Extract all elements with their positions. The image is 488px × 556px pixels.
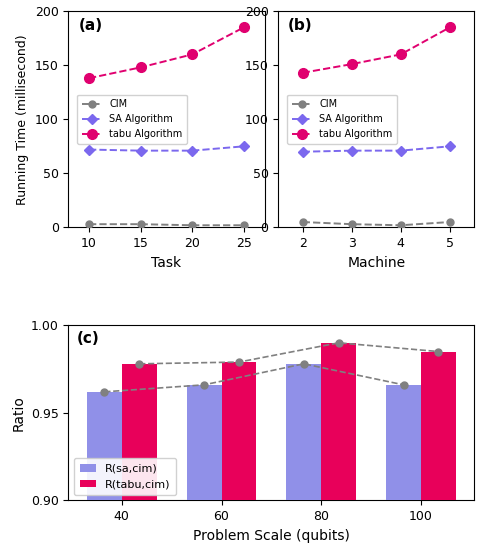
Line: SA Algorithm: SA Algorithm [299, 143, 452, 155]
tabu Algorithm [397, 51, 403, 58]
CIM [299, 219, 305, 225]
CIM [241, 222, 246, 229]
CIM [86, 221, 92, 227]
Text: (b): (b) [287, 18, 312, 33]
Bar [386, 385, 420, 500]
CIM [348, 221, 354, 227]
tabu Algorithm [86, 75, 92, 82]
X-axis label: Task: Task [151, 256, 181, 270]
SA Algorithm [138, 147, 143, 154]
Y-axis label: Ratio: Ratio [11, 395, 25, 431]
Bar [420, 351, 455, 500]
CIM [446, 219, 452, 225]
SA Algorithm [348, 147, 354, 154]
SA Algorithm [86, 146, 92, 153]
Bar [186, 385, 221, 500]
CIM [397, 222, 403, 229]
X-axis label: Problem Scale (qubits): Problem Scale (qubits) [193, 529, 349, 543]
X-axis label: Machine: Machine [346, 256, 405, 270]
Bar [221, 362, 256, 500]
Line: tabu Algorithm: tabu Algorithm [84, 22, 248, 83]
tabu Algorithm [189, 51, 195, 58]
Line: CIM: CIM [85, 221, 247, 229]
tabu Algorithm [348, 61, 354, 67]
SA Algorithm [241, 143, 246, 150]
Legend: CIM, SA Algorithm, tabu Algorithm: CIM, SA Algorithm, tabu Algorithm [286, 95, 396, 144]
Bar [122, 364, 156, 500]
Bar [321, 343, 355, 500]
tabu Algorithm [241, 24, 246, 31]
Bar [87, 392, 122, 500]
Text: (a): (a) [78, 18, 102, 33]
SA Algorithm [446, 143, 452, 150]
Line: SA Algorithm: SA Algorithm [85, 143, 247, 154]
Line: CIM: CIM [299, 219, 452, 229]
Y-axis label: Running Time (millisecond): Running Time (millisecond) [16, 34, 29, 205]
Legend: CIM, SA Algorithm, tabu Algorithm: CIM, SA Algorithm, tabu Algorithm [77, 95, 187, 144]
tabu Algorithm [138, 64, 143, 71]
Bar [286, 364, 321, 500]
Legend: R(sa,cim), R(tabu,cim): R(sa,cim), R(tabu,cim) [74, 458, 176, 495]
SA Algorithm [189, 147, 195, 154]
CIM [138, 221, 143, 227]
SA Algorithm [397, 147, 403, 154]
CIM [189, 222, 195, 229]
tabu Algorithm [446, 24, 452, 31]
tabu Algorithm [299, 70, 305, 76]
Text: (c): (c) [77, 331, 99, 345]
Line: tabu Algorithm: tabu Algorithm [297, 22, 454, 78]
SA Algorithm [299, 148, 305, 155]
